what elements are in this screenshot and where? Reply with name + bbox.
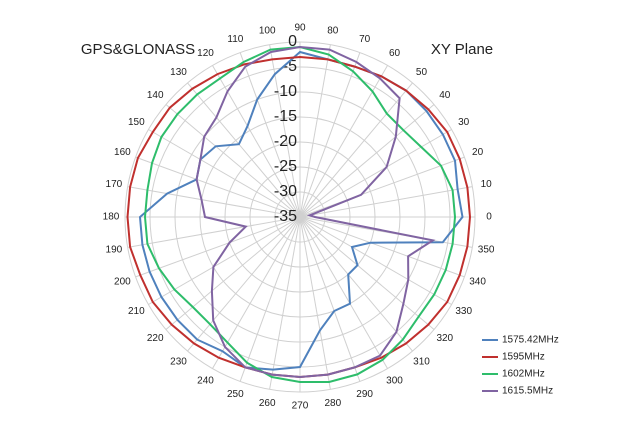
angle-label: 270: [292, 401, 309, 412]
angle-label: 280: [324, 398, 341, 409]
grid-spoke: [187, 82, 301, 218]
grid-spoke: [165, 104, 301, 218]
grid-spoke: [299, 216, 465, 278]
angle-label: 340: [469, 276, 486, 287]
r-tick-label: -10: [274, 83, 297, 100]
grid-spoke: [165, 216, 301, 330]
angle-label: 60: [389, 48, 401, 59]
grid-spoke: [135, 216, 301, 278]
grid-spoke: [239, 52, 301, 218]
angle-label: 10: [481, 179, 493, 190]
grid-spoke: [299, 186, 473, 218]
angle-label: 250: [227, 389, 244, 400]
angle-label: 170: [106, 179, 123, 190]
angle-label: 350: [478, 244, 495, 255]
grid-spoke: [299, 216, 413, 352]
angle-label: 210: [128, 306, 145, 317]
angle-label: 150: [128, 117, 145, 128]
chart-title: GPS&GLONASS: [81, 41, 195, 58]
r-tick-label: -30: [274, 183, 297, 200]
angle-label: 50: [416, 67, 428, 78]
series-line: [126, 55, 472, 379]
r-tick-label: -35: [274, 208, 297, 225]
angle-label: 190: [106, 244, 123, 255]
grid-spoke: [135, 156, 301, 218]
r-tick-label: -15: [274, 108, 297, 125]
grid-spoke: [299, 44, 331, 218]
angle-label: 200: [114, 276, 131, 287]
angle-label: 110: [227, 34, 243, 45]
grid-spoke: [299, 104, 435, 218]
angle-label: 260: [259, 398, 276, 409]
angle-label: 220: [147, 333, 164, 344]
angle-label: 40: [439, 90, 451, 101]
grid-spoke: [299, 216, 435, 330]
grid-spoke: [299, 216, 331, 390]
legend-label: 1595MHz: [502, 352, 545, 363]
grid-spoke: [299, 129, 452, 218]
angle-label: 160: [114, 147, 131, 158]
r-tick-label: -5: [283, 58, 297, 75]
grid-spoke: [299, 216, 452, 305]
angle-label: 300: [386, 375, 403, 386]
grid-spoke: [299, 216, 361, 382]
angle-label: 230: [170, 356, 187, 367]
angle-label: 240: [197, 375, 214, 386]
grid-spoke: [299, 82, 413, 218]
angle-label: 80: [327, 26, 339, 37]
grid-spoke: [127, 216, 301, 248]
r-tick-label: -20: [274, 133, 297, 150]
angle-label: 290: [356, 389, 373, 400]
grid-spoke: [299, 216, 388, 369]
angle-label: 20: [472, 147, 484, 158]
angle-label: 90: [294, 23, 306, 34]
angle-label: 330: [455, 306, 472, 317]
angle-label: 180: [103, 212, 120, 223]
series-line: [195, 45, 436, 379]
r-tick-label: -25: [274, 158, 297, 175]
grid-spoke: [148, 129, 301, 218]
grid-spoke: [187, 216, 301, 352]
angle-label: 30: [458, 117, 470, 128]
legend-label: 1602MHz: [502, 369, 545, 380]
angle-label: 70: [359, 34, 371, 45]
grid-spoke: [127, 186, 301, 218]
legend-label: 1615.5MHz: [502, 386, 553, 397]
angle-label: 0: [486, 212, 492, 223]
grid-spoke: [299, 52, 361, 218]
angle-label: 310: [413, 356, 430, 367]
r-tick-label: 0: [288, 33, 297, 50]
angle-label: 120: [197, 48, 214, 59]
grid-spoke: [239, 216, 301, 382]
legend-label: 1575.42MHz: [502, 335, 559, 346]
angle-label: 130: [170, 67, 187, 78]
angle-label: 140: [147, 90, 164, 101]
series-line: [143, 45, 457, 383]
grid-spoke: [269, 216, 301, 390]
grid-spoke: [299, 156, 465, 218]
angle-label: 320: [436, 333, 453, 344]
angle-label: 100: [259, 26, 276, 37]
chart-subtitle: XY Plane: [431, 41, 493, 58]
